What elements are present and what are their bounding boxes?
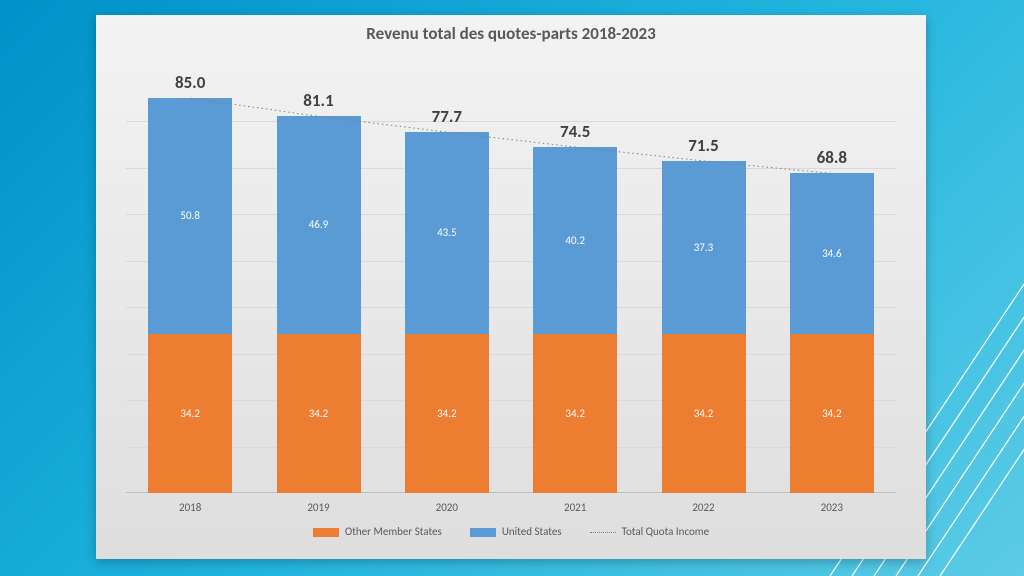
trend-line: [126, 75, 896, 493]
bar-segment-other: 34.2: [790, 334, 874, 493]
bar-segment-label: 34.2: [277, 407, 361, 420]
plot-area: 34.2 50.8 85.0 34.2 46.9 81.1 34.2 43.5 77.7 34.2…: [126, 75, 896, 493]
chart-card: Revenu total des quotes-parts 2018-2023 …: [96, 15, 926, 559]
category-label: 2022: [639, 501, 767, 514]
category-label: 2019: [254, 501, 382, 514]
gridline: [126, 214, 896, 215]
gridline: [126, 447, 896, 448]
bar-segment-other: 34.2: [148, 334, 232, 493]
x-axis-labels: 201820192020202120222023: [126, 501, 896, 521]
bar-segment-us: 40.2: [533, 147, 617, 334]
bar-segment-us: 37.3: [662, 161, 746, 334]
bar-segment-us: 50.8: [148, 98, 232, 334]
gridline: [126, 261, 896, 262]
x-axis-line: [126, 492, 896, 493]
slide-root: Revenu total des quotes-parts 2018-2023 …: [0, 0, 1024, 576]
legend-item-trend: Total Quota Income: [590, 525, 709, 538]
legend-label: United States: [502, 525, 562, 538]
bar-segment-label: 34.6: [790, 247, 874, 260]
bar-segment-label: 43.5: [405, 226, 489, 239]
category-label: 2023: [768, 501, 896, 514]
bar-segment-other: 34.2: [405, 334, 489, 493]
bar-segment-label: 40.2: [533, 234, 617, 247]
bar: 34.2 40.2: [533, 147, 617, 493]
bar-segment-label: 46.9: [277, 218, 361, 231]
bar: 34.2 34.6: [790, 173, 874, 493]
gridline: [126, 307, 896, 308]
bar-segment-other: 34.2: [533, 334, 617, 493]
bar-segment-label: 34.2: [148, 407, 232, 420]
gridline: [126, 354, 896, 355]
bar: 34.2 43.5: [405, 132, 489, 493]
legend: Other Member States United States Total Qu…: [126, 525, 896, 538]
category-label: 2021: [511, 501, 639, 514]
bar-total-label: 85.0: [128, 72, 252, 93]
category-label: 2020: [383, 501, 511, 514]
legend-item-other: Other Member States: [313, 525, 442, 538]
chart-title: Revenu total des quotes-parts 2018-2023: [96, 23, 926, 44]
bar-segment-us: 43.5: [405, 132, 489, 334]
bar-total-label: 77.7: [385, 106, 509, 127]
bar-total-label: 71.5: [642, 135, 766, 156]
bar-segment-label: 37.3: [662, 241, 746, 254]
legend-label: Other Member States: [345, 525, 442, 538]
bar-total-label: 74.5: [513, 121, 637, 142]
gridline: [126, 121, 896, 122]
bar: 34.2 37.3: [662, 161, 746, 493]
gridline: [126, 400, 896, 401]
bar-segment-label: 50.8: [148, 209, 232, 222]
category-label: 2018: [126, 501, 254, 514]
bar-segment-label: 34.2: [405, 407, 489, 420]
bar-segment-label: 34.2: [533, 407, 617, 420]
bar: 34.2 46.9: [277, 116, 361, 493]
legend-item-us: United States: [470, 525, 562, 538]
bar: 34.2 50.8: [148, 98, 232, 493]
bar-segment-us: 46.9: [277, 116, 361, 334]
bar-segment-other: 34.2: [277, 334, 361, 493]
bar-total-label: 81.1: [257, 90, 381, 111]
bar-total-label: 68.8: [770, 147, 894, 168]
legend-label: Total Quota Income: [622, 525, 709, 538]
bar-segment-label: 34.2: [790, 407, 874, 420]
bar-segment-label: 34.2: [662, 407, 746, 420]
bar-segment-us: 34.6: [790, 173, 874, 334]
bar-segment-other: 34.2: [662, 334, 746, 493]
